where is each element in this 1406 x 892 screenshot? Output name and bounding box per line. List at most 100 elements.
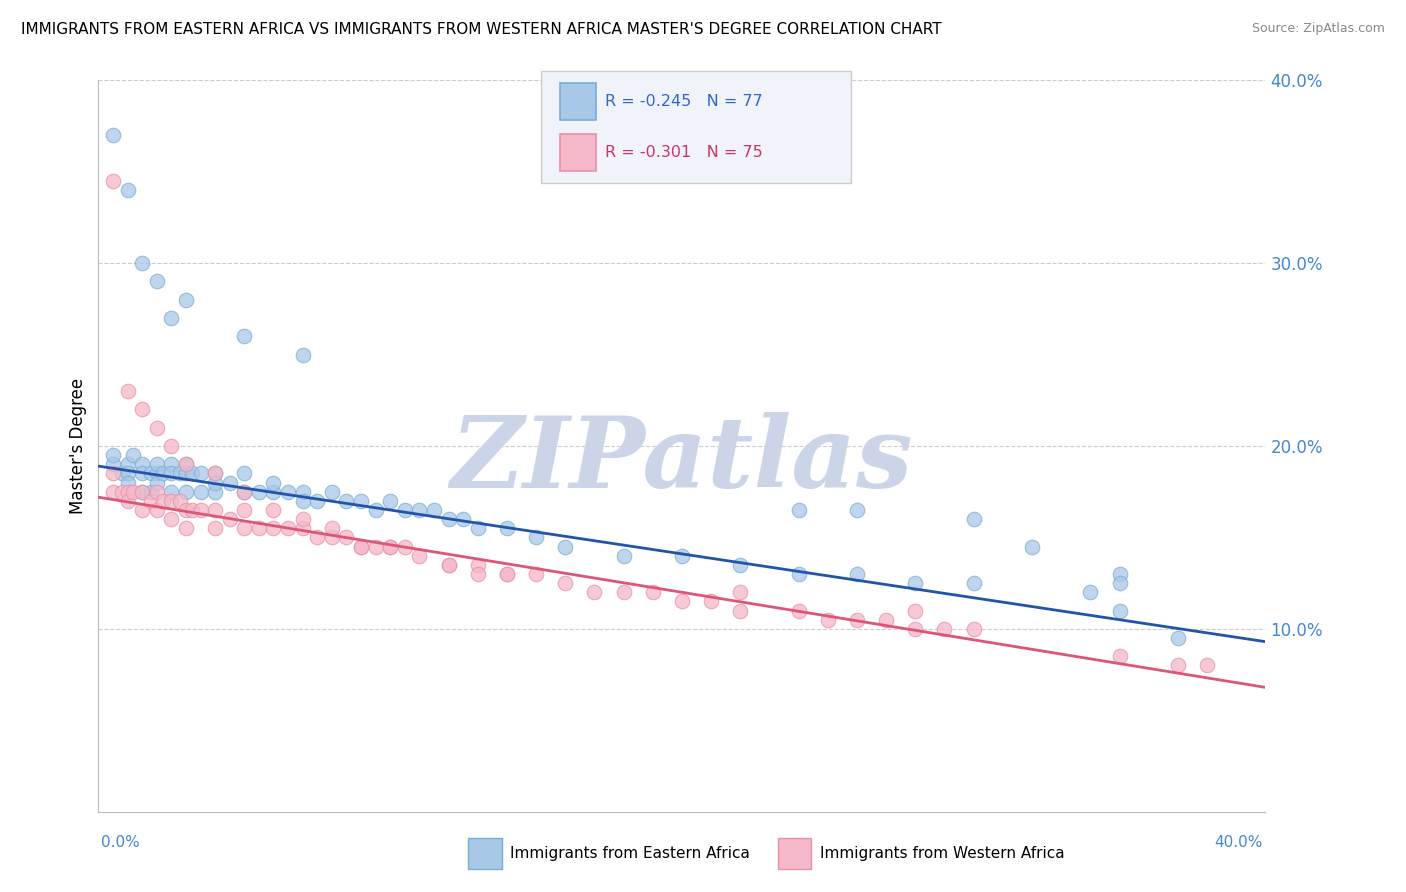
Point [117,493,139,508]
Point [160,467,183,481]
Text: Immigrants from Eastern Africa: Immigrants from Eastern Africa [510,847,751,861]
Point [169,493,191,508]
Point [204,503,226,517]
Point [160,458,183,472]
Point [291,521,314,535]
Point [1108,603,1130,617]
Point [146,421,169,435]
Point [524,567,547,582]
Point [495,567,517,582]
Point [174,458,197,472]
Point [524,530,547,544]
Point [335,493,357,508]
Point [233,484,256,499]
Point [174,293,197,307]
Point [139,493,162,508]
Point [247,521,270,535]
Point [262,521,284,535]
Point [350,540,373,554]
Point [139,484,162,499]
Point [218,512,240,526]
Point [131,467,153,481]
Point [350,540,373,554]
Point [437,558,460,572]
Point [307,493,329,508]
Point [423,503,446,517]
Point [364,503,387,517]
Point [131,402,153,417]
Text: ZIPatlas: ZIPatlas [451,412,912,508]
Point [146,475,169,490]
Point [1021,540,1043,554]
Point [378,540,402,554]
Point [152,467,174,481]
Point [131,458,153,472]
Point [934,622,956,636]
Point [671,549,693,563]
Point [131,256,153,270]
Point [277,521,299,535]
Point [495,567,517,582]
Point [131,484,153,499]
Text: Source: ZipAtlas.com: Source: ZipAtlas.com [1251,22,1385,36]
Point [728,603,751,617]
Point [875,613,897,627]
Point [101,458,124,472]
Point [671,594,693,608]
Point [117,475,139,490]
Point [321,530,343,544]
Point [904,622,927,636]
Point [787,503,810,517]
Point [845,567,868,582]
Point [641,585,664,599]
Point [335,530,357,544]
Point [787,567,810,582]
Text: R = -0.245   N = 77: R = -0.245 N = 77 [605,95,762,109]
Point [437,512,460,526]
Point [1167,631,1189,645]
Text: 0.0%: 0.0% [101,836,141,850]
Point [233,521,256,535]
Point [262,484,284,499]
Point [218,475,240,490]
Point [117,467,139,481]
Point [291,493,314,508]
Point [408,549,430,563]
Point [146,458,169,472]
Point [204,475,226,490]
Point [554,576,576,591]
Text: IMMIGRANTS FROM EASTERN AFRICA VS IMMIGRANTS FROM WESTERN AFRICA MASTER'S DEGREE: IMMIGRANTS FROM EASTERN AFRICA VS IMMIGR… [21,22,942,37]
Point [122,448,145,462]
Point [467,521,489,535]
Point [291,348,314,362]
Point [451,512,474,526]
Point [1108,567,1130,582]
Point [160,439,183,453]
Text: R = -0.301   N = 75: R = -0.301 N = 75 [605,145,762,160]
Point [146,503,169,517]
Point [904,603,927,617]
Point [962,622,984,636]
Point [160,484,183,499]
Point [817,613,839,627]
Point [190,467,212,481]
Point [291,512,314,526]
Point [467,567,489,582]
Point [111,467,134,481]
Point [1080,585,1102,599]
Point [277,484,299,499]
Point [787,603,810,617]
Point [408,503,430,517]
Point [146,467,169,481]
Y-axis label: Master's Degree: Master's Degree [69,378,87,514]
Point [1108,649,1130,664]
Point [612,549,634,563]
Point [174,521,197,535]
Point [111,484,134,499]
Point [378,493,402,508]
Point [845,503,868,517]
Point [101,484,124,499]
Point [394,540,416,554]
Point [122,484,145,499]
Point [321,484,343,499]
